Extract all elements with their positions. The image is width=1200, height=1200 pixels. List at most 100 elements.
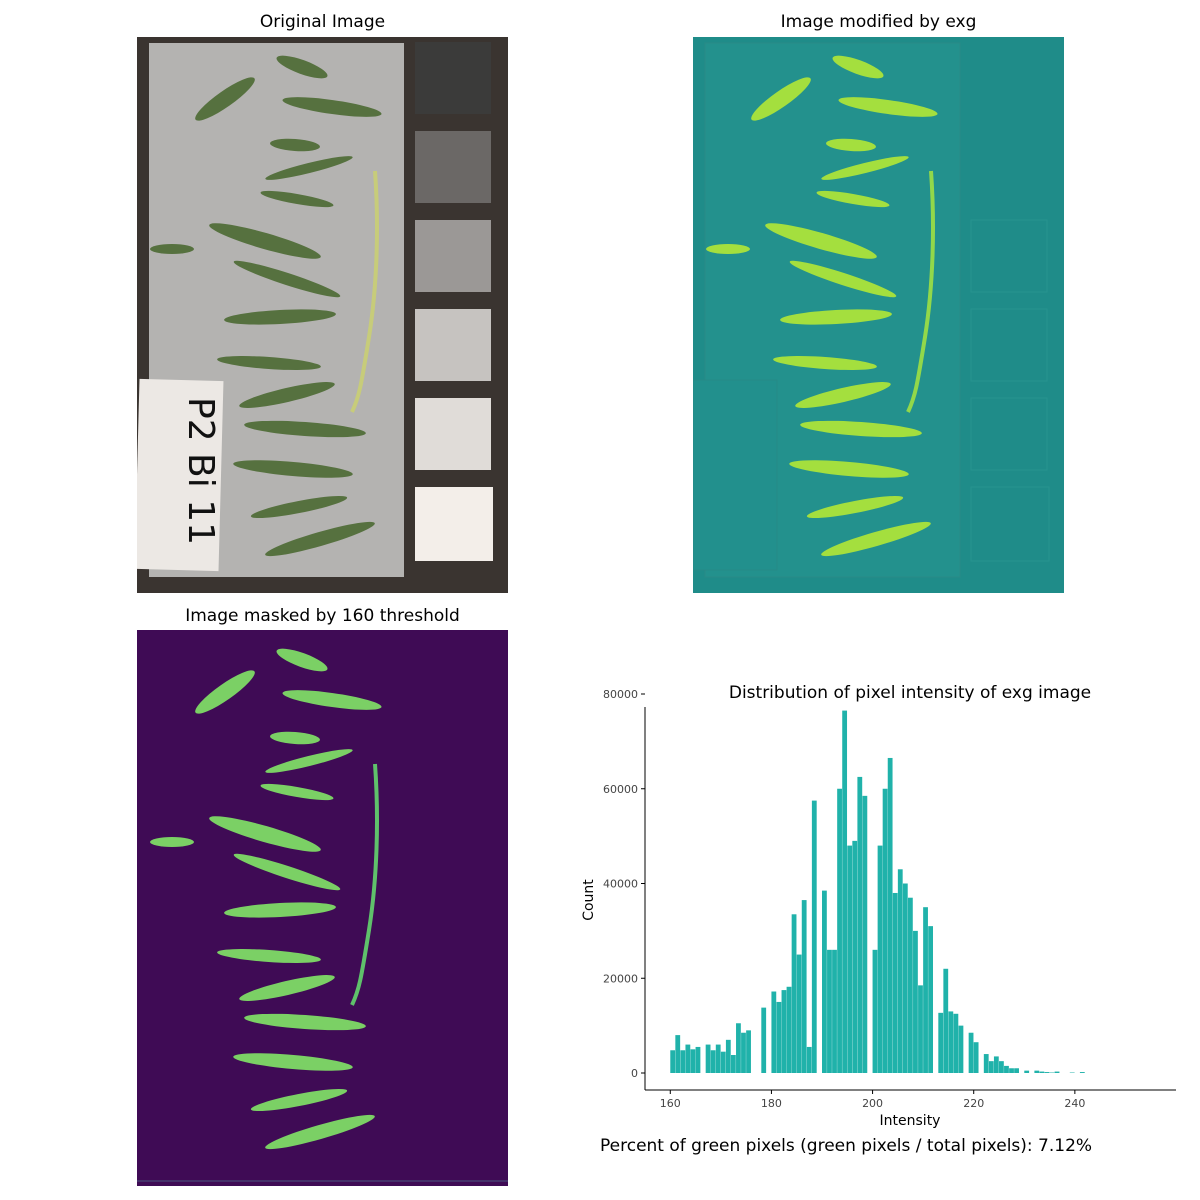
histogram-bar	[1044, 1072, 1050, 1073]
leaf	[244, 420, 366, 438]
histogram-bar	[993, 1056, 999, 1073]
histogram-bar	[781, 990, 787, 1073]
exg-image-svg	[693, 37, 1064, 593]
leaf	[233, 853, 341, 891]
y-axis-label: Count	[581, 879, 597, 921]
histogram-bar	[720, 1051, 726, 1073]
x-tick-label: 160	[660, 1097, 681, 1110]
leaf	[217, 949, 321, 963]
leaf	[282, 97, 382, 117]
histogram-bar	[771, 991, 777, 1073]
histogram-bar	[705, 1044, 711, 1073]
histogram-bar	[786, 986, 792, 1073]
y-tick-label: 0	[631, 1067, 638, 1080]
histogram-bar	[690, 1049, 696, 1073]
histogram-bar	[811, 800, 817, 1073]
leaf	[250, 1088, 348, 1112]
histogram-bar	[988, 1061, 994, 1073]
histogram-bar	[943, 968, 949, 1073]
leaf	[244, 1013, 366, 1031]
gray-swatches	[415, 42, 493, 561]
histogram-bar	[1004, 1065, 1009, 1073]
leaf	[233, 1053, 353, 1071]
leaf	[239, 975, 335, 1001]
y-tick-label: 20000	[603, 972, 638, 985]
leaf	[706, 244, 750, 254]
histogram-bar	[710, 1050, 716, 1073]
exg-swatches	[970, 219, 1050, 562]
masked-leaves	[150, 648, 382, 1150]
leaf	[838, 97, 938, 117]
leaf	[233, 260, 341, 298]
exg-image-title: Image modified by exg	[780, 12, 977, 32]
leaf	[195, 670, 255, 714]
histogram-bar	[948, 1011, 954, 1073]
histogram-bar	[953, 1013, 959, 1073]
histogram-bar	[968, 1032, 974, 1073]
leaf	[233, 460, 353, 478]
histogram-bar	[999, 1061, 1004, 1073]
histogram-bar	[887, 757, 893, 1073]
masked-image-title: Image masked by 160 threshold	[185, 606, 460, 626]
leaf	[751, 77, 811, 121]
leaf	[780, 309, 892, 325]
chart-title: Distribution of pixel intensity of exg i…	[729, 683, 1091, 703]
histogram-bar	[857, 776, 863, 1073]
x-tick-label: 200	[862, 1097, 883, 1110]
histogram-bar	[973, 1042, 979, 1073]
histogram-bar	[1079, 1072, 1085, 1073]
histogram-bar	[928, 926, 934, 1073]
histogram-bar	[1034, 1070, 1040, 1073]
histogram-bar	[1009, 1068, 1014, 1073]
leaf	[270, 731, 320, 745]
leaf	[773, 356, 877, 370]
histogram-bar	[796, 954, 802, 1073]
leaf	[150, 244, 194, 254]
histogram-bar	[730, 1054, 736, 1073]
x-tick-label: 180	[761, 1097, 782, 1110]
histogram-bar	[1024, 1070, 1030, 1073]
x-tick-label: 220	[963, 1097, 984, 1110]
histogram-bar	[761, 1007, 767, 1073]
leaf	[821, 156, 909, 180]
histogram-bar	[897, 869, 903, 1073]
histogram-bar	[685, 1044, 691, 1073]
histogram-bar	[776, 1001, 782, 1073]
histogram-bar	[725, 1039, 731, 1073]
histogram-bar	[680, 1050, 686, 1073]
histogram-bar	[913, 930, 918, 1073]
histogram-bar	[877, 845, 883, 1073]
leaf	[276, 648, 328, 672]
histogram-bar	[791, 914, 797, 1073]
histogram-bar	[938, 1012, 944, 1073]
leaf	[239, 382, 335, 408]
x-tick-label: 240	[1064, 1097, 1085, 1110]
original-image-title: Original Image	[259, 12, 386, 32]
leaf	[795, 382, 891, 408]
x-axis-label: Intensity	[880, 1113, 941, 1129]
leaf	[826, 138, 876, 152]
leaf	[806, 495, 904, 519]
chart-axes: 0 20000 40000 60000 80000 160 180 200 220 240	[603, 688, 1176, 1110]
histogram-bar	[1014, 1068, 1019, 1073]
original-image: P2 Bi 11	[137, 37, 508, 593]
leaf	[260, 783, 334, 801]
leaf	[832, 55, 884, 79]
masked-image-svg	[137, 630, 508, 1186]
leaf	[209, 223, 321, 259]
histogram-bar	[1039, 1071, 1045, 1073]
leaf	[260, 190, 334, 208]
masked-image	[137, 630, 508, 1186]
histogram-bar	[806, 1046, 812, 1073]
leaf	[821, 521, 931, 557]
histogram-bar	[983, 1054, 989, 1073]
leaf	[265, 156, 353, 180]
histogram-bar	[832, 949, 837, 1073]
histogram-bar	[852, 840, 858, 1073]
histogram-bar	[736, 1023, 741, 1073]
original-leaves	[150, 55, 382, 557]
histogram-bar	[1054, 1071, 1060, 1073]
histogram-bar	[801, 900, 807, 1073]
y-tick-label: 40000	[603, 878, 638, 891]
leaf	[265, 749, 353, 773]
